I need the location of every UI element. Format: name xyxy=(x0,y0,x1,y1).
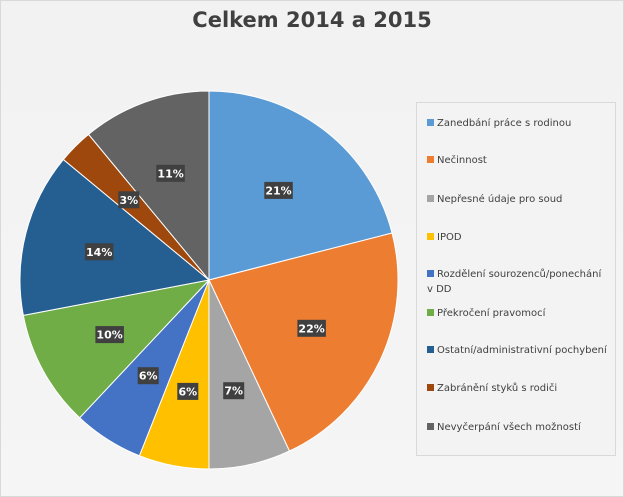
data-label-text: 6% xyxy=(139,370,158,383)
data-label-text: 7% xyxy=(224,385,243,398)
legend-label: Zabránění styků s rodiči xyxy=(437,383,558,394)
legend-item-zanedbani-prace-s-rodinou: Zanedbání práce s rodinou xyxy=(427,116,607,131)
legend-swatch xyxy=(427,233,434,240)
data-label-box xyxy=(137,367,159,385)
data-label-text: 10% xyxy=(96,329,122,342)
data-label-box xyxy=(95,326,124,344)
data-label-rozdeleni-sourozencu-ponechani-v-dd: 6% xyxy=(137,367,159,385)
legend-swatch xyxy=(427,346,434,353)
legend-item-zabraneni-styku-s-rodici: Zabránění styků s rodiči xyxy=(427,381,607,396)
legend-label: Rozdělení sourozenců/ponechání v DD xyxy=(427,269,602,295)
legend-label: Překročení pravomocí xyxy=(437,308,546,319)
legend-label: Nepřesné údaje pro soud xyxy=(437,194,563,205)
data-label-zanedbani-prace-s-rodinou: 21% xyxy=(264,181,293,199)
data-label-text: 11% xyxy=(157,167,183,180)
pie-slice-zanedbani-prace-s-rodinou xyxy=(208,90,393,281)
chart-title: Celkem 2014 a 2015 xyxy=(192,8,432,32)
data-label-text: 21% xyxy=(265,184,291,197)
data-label-necinnost: 22% xyxy=(297,319,326,337)
data-label-ostatni-administrativni-pochybeni: 14% xyxy=(84,243,114,261)
data-label-prekroceni-pravomoci: 10% xyxy=(95,326,124,344)
data-label-zabraneni-styku-s-rodici: 3% xyxy=(118,191,140,209)
data-label-nevycerpani-vsech-moznosti: 11% xyxy=(156,164,185,182)
pie-slice-necinnost xyxy=(208,232,399,452)
legend-label: Nevyčerpání všech možností xyxy=(437,422,581,433)
legend-label: Zanedbání práce s rodinou xyxy=(437,118,572,129)
data-label-box xyxy=(223,382,245,400)
data-label-box xyxy=(156,164,185,182)
legend-swatch xyxy=(427,156,434,163)
pie-data-labels: 21% 22% 7% 6% 6% 10% 14% 3% 11% xyxy=(84,164,326,400)
data-label-ipod: 6% xyxy=(177,382,199,400)
data-label-box xyxy=(118,191,140,209)
legend-label: IPOD xyxy=(437,232,462,243)
legend-item-necinnost: Nečinnost xyxy=(427,153,607,168)
legend-swatch xyxy=(427,119,434,126)
legend-swatch xyxy=(427,384,434,391)
pie-slices xyxy=(19,90,399,470)
legend-item-ipod: IPOD xyxy=(427,230,607,245)
pie-slice-nevycerpani-vsech-moznosti xyxy=(87,90,210,282)
data-label-text: 22% xyxy=(298,322,324,335)
data-label-box xyxy=(264,181,293,199)
legend-item-nevycerpani-vsech-moznosti: Nevyčerpání všech možností xyxy=(427,420,607,435)
legend-swatch xyxy=(427,423,434,430)
legend-swatch xyxy=(427,270,434,277)
legend-swatch xyxy=(427,195,434,202)
data-label-box xyxy=(297,319,326,337)
legend-item-rozdeleni-sourozencu-ponechani-v-dd: Rozdělení sourozenců/ponechání v DD xyxy=(427,267,607,297)
data-label-text: 14% xyxy=(86,246,112,259)
pie-slice-ostatni-administrativni-pochybeni xyxy=(19,158,211,317)
legend-item-nepresne-udaje-pro-soud: Nepřesné údaje pro soud xyxy=(427,192,607,207)
legend-label: Ostatní/administrativní pochybení xyxy=(437,345,607,356)
data-label-box xyxy=(84,243,114,261)
legend-label: Nečinnost xyxy=(437,155,487,166)
data-label-text: 3% xyxy=(119,194,138,207)
legend-item-ostatni-administrativni-pochybeni: Ostatní/administrativní pochybení xyxy=(427,343,607,358)
legend-swatch xyxy=(427,309,434,316)
data-label-box xyxy=(177,382,199,400)
legend-item-prekroceni-pravomoci: Překročení pravomocí xyxy=(427,306,607,321)
pie-slice-prekroceni-pravomoci xyxy=(22,279,211,419)
data-label-nepresne-udaje-pro-soud: 7% xyxy=(223,382,245,400)
chart-legend: Zanedbání práce s rodinou Nečinnost Nepřes… xyxy=(416,102,616,456)
data-label-text: 6% xyxy=(178,385,197,398)
